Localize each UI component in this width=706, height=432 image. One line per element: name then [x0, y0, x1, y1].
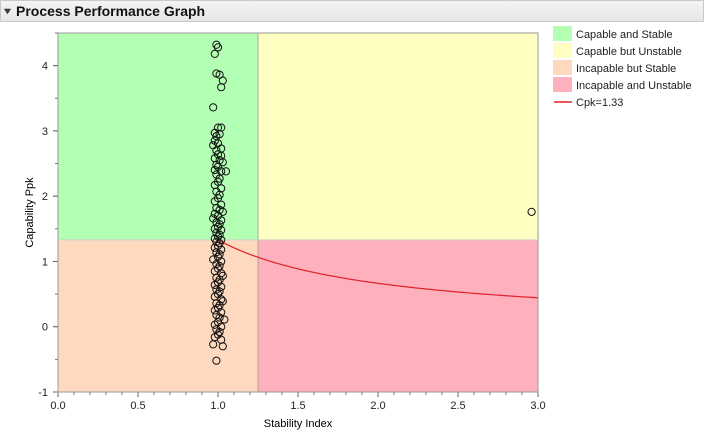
legend-incapable-stable-swatch [553, 60, 572, 75]
data-point[interactable] [210, 224, 219, 233]
legend-cpk-label: Cpk=1.33 [576, 97, 623, 109]
data-point[interactable] [212, 146, 221, 155]
legend-capable-unstable-swatch [553, 43, 572, 58]
data-point[interactable] [221, 167, 231, 176]
data-point[interactable] [212, 356, 221, 365]
y-axis: -1 0 1 2 3 4 [38, 32, 58, 399]
data-point[interactable] [209, 103, 218, 112]
data-point[interactable] [215, 313, 224, 322]
region-incapable-stable [58, 239, 258, 392]
data-point[interactable] [217, 245, 226, 254]
data-point[interactable] [210, 49, 219, 58]
threshold-lines [58, 33, 538, 392]
y-tick-label: 3 [42, 126, 48, 138]
x-axis-label: Stability Index [264, 418, 333, 430]
data-point[interactable] [217, 322, 226, 331]
legend-incapable-unstable-swatch [553, 77, 572, 92]
x-tick-label: 3.0 [530, 400, 545, 412]
y-axis-label: Capability Ppk [24, 177, 36, 248]
data-point[interactable] [217, 257, 226, 266]
legend: Capable and Stable Capable but Unstable In… [553, 26, 692, 109]
data-point[interactable] [217, 282, 226, 292]
process-performance-chart: 0.0 0.5 1.0 1.5 2.0 2.5 3.0 -1 0 1 2 3 4 Stability … [24, 26, 692, 430]
y-tick-label: -1 [38, 387, 48, 399]
x-axis: 0.0 0.5 1.0 1.5 2.0 2.5 3.0 [50, 392, 546, 412]
data-point[interactable] [209, 340, 218, 349]
y-tick-label: 0 [42, 322, 48, 334]
legend-incapable-stable-label: Incapable but Stable [576, 63, 676, 75]
x-tick-label: 2.5 [450, 400, 465, 412]
y-tick-label: 1 [42, 256, 48, 268]
data-point[interactable] [213, 43, 223, 52]
region-incapable-unstable [258, 239, 538, 392]
x-tick-label: 1.0 [210, 400, 225, 412]
data-point[interactable] [212, 160, 221, 169]
disclosure-triangle-icon[interactable] [3, 7, 12, 16]
y-tick-label: 4 [42, 61, 48, 73]
data-point[interactable] [527, 207, 536, 216]
legend-capable-stable-swatch [553, 26, 572, 41]
data-points [209, 40, 536, 365]
legend-capable-stable-label: Capable and Stable [576, 29, 673, 41]
legend-incapable-unstable-label: Incapable and Unstable [576, 80, 692, 92]
region-capable-unstable [258, 33, 538, 240]
legend-capable-unstable-label: Capable but Unstable [576, 46, 682, 58]
data-point[interactable] [210, 165, 219, 175]
y-tick-label: 2 [42, 191, 48, 203]
report-header[interactable]: Process Performance Graph [0, 0, 704, 22]
region-capable-stable [58, 33, 258, 240]
data-point[interactable] [217, 216, 226, 225]
x-tick-label: 0.0 [50, 400, 65, 412]
data-point[interactable] [217, 226, 226, 235]
data-point[interactable] [218, 342, 227, 351]
x-tick-label: 0.5 [130, 400, 145, 412]
data-point[interactable] [217, 308, 226, 317]
x-tick-label: 2.0 [370, 400, 385, 412]
report-title: Process Performance Graph [16, 3, 206, 19]
cpk-curve [217, 239, 539, 299]
x-tick-label: 1.5 [290, 400, 305, 412]
chart-regions [58, 33, 538, 392]
data-point[interactable] [217, 83, 226, 92]
